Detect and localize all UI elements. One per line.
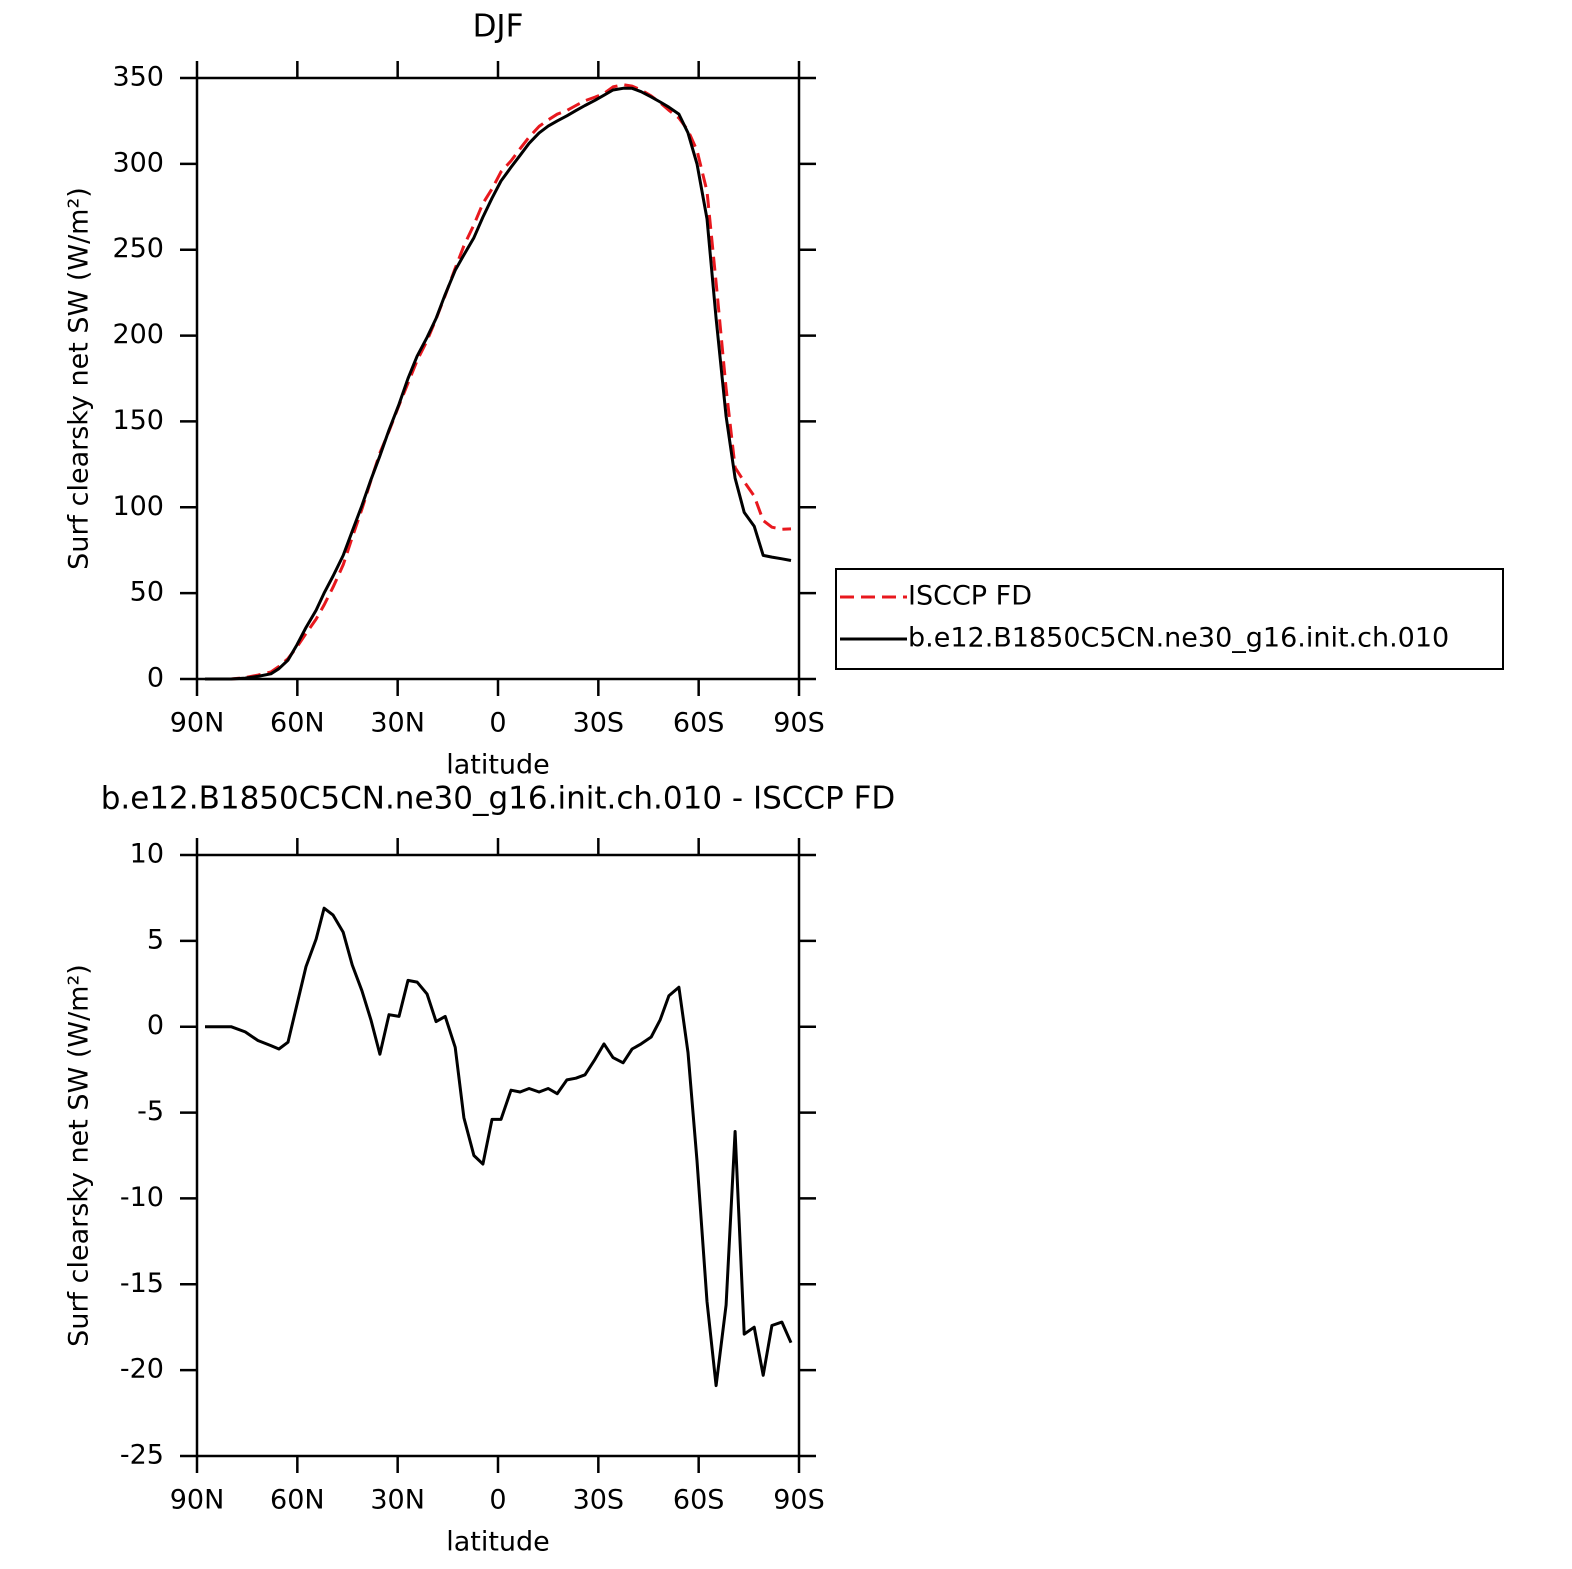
y-tick-label: 100 [112,491,164,522]
x-axis-label: latitude [446,1527,550,1558]
x-tick-label: 60S [673,1485,725,1516]
x-tick-label: 60S [673,708,725,739]
y-tick-label: 350 [112,62,164,93]
y-tick-label: 0 [147,663,164,694]
x-tick-label: 60N [270,1485,325,1516]
legend-box [835,568,1504,670]
x-tick-label: 30N [370,708,425,739]
plot-frame [195,853,801,1458]
y-tick-label: -25 [120,1440,164,1471]
y-tick-label: -15 [120,1268,164,1299]
y-tick-label: 10 [130,839,164,870]
y-tick-label: -10 [120,1182,164,1213]
y-axis-label: Surf clearsky net SW (W/m²) [64,964,95,1347]
x-tick-label: 90N [170,1485,225,1516]
x-tick-label: 90S [773,1485,825,1516]
chart-title: b.e12.B1850C5CN.ne30_g16.init.ch.010 - I… [101,781,896,817]
y-tick-label: 50 [130,577,164,608]
y-tick-label: 150 [112,405,164,436]
x-tick-label: 30N [370,1485,425,1516]
x-tick-label: 60N [270,708,325,739]
y-tick-label: 5 [147,924,164,955]
y-tick-label: -20 [120,1354,164,1385]
y-tick-label: 250 [112,233,164,264]
x-tick-label: 90S [773,708,825,739]
y-tick-label: 0 [147,1010,164,1041]
y-tick-label: 300 [112,147,164,178]
x-tick-label: 90N [170,708,225,739]
x-tick-label: 30S [573,708,625,739]
x-axis-label: latitude [446,750,550,781]
plot-frame [195,76,801,681]
y-axis-label: Surf clearsky net SW (W/m²) [64,187,95,570]
data-line [205,86,792,681]
legend-label: ISCCP FD [908,581,1032,612]
data-line [205,906,793,1388]
y-tick-label: 200 [112,319,164,350]
x-tick-label: 30S [573,1485,625,1516]
x-tick-label: 0 [489,708,506,739]
legend-label: b.e12.B1850C5CN.ne30_g16.init.ch.010 [908,623,1449,654]
y-tick-label: -5 [137,1096,164,1127]
x-tick-label: 0 [489,1485,506,1516]
data-line [205,83,792,681]
chart-title: DJF [473,9,524,45]
